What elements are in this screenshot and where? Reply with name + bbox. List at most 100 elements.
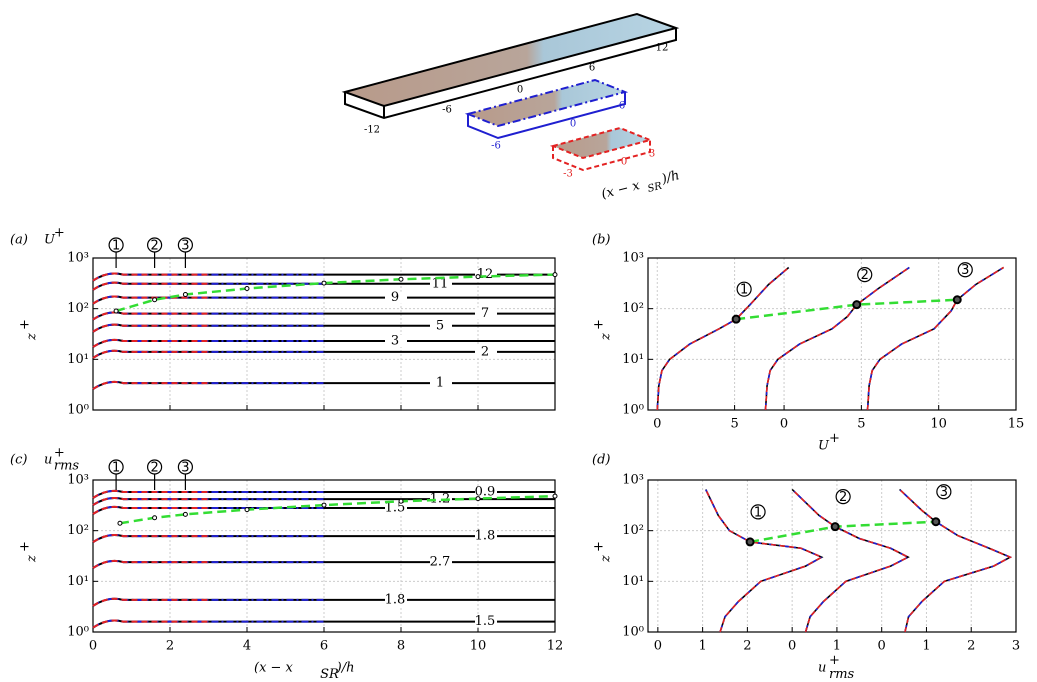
x-tick-label: 12: [547, 639, 564, 654]
profile-line: [792, 489, 908, 632]
x-tick-label: 0: [89, 639, 97, 654]
y-tick-label: 10³: [67, 251, 89, 266]
marker-point: [476, 497, 480, 501]
marker-point: [114, 309, 118, 313]
y-tick-label: 10²: [622, 523, 644, 538]
domain-tick: -12: [364, 125, 380, 136]
station-label: 3: [961, 263, 969, 278]
marker-point: [853, 301, 860, 308]
math-base: z: [599, 555, 614, 563]
math-sup: +: [829, 653, 840, 668]
profile-line: [792, 489, 908, 632]
math-sup: +: [592, 319, 607, 330]
x-tick-label: 10: [930, 417, 947, 432]
plot-frame: [648, 258, 1016, 410]
y-tick-label: 10⁰: [622, 403, 644, 418]
math-sup: +: [18, 541, 33, 552]
x-tick-label: 2: [166, 639, 174, 654]
station-label: 2: [150, 239, 158, 254]
contour-label: 3: [391, 334, 399, 349]
math-sub: rms: [54, 458, 80, 473]
profile-line: [868, 267, 1004, 410]
station-label: 1: [112, 461, 120, 476]
marker-point: [322, 503, 326, 507]
contour-label: 1.8: [385, 592, 406, 607]
contour-label: 7: [481, 306, 489, 321]
panel-label: (a): [10, 233, 28, 248]
y-tick-label: 10³: [67, 473, 89, 488]
x-tick-label: 2: [743, 639, 751, 654]
contour-label: 1.5: [475, 614, 496, 629]
station-label: 3: [181, 461, 189, 476]
y-tick-label: 10³: [622, 473, 644, 488]
math-base: z: [25, 333, 40, 341]
x-tick-label: 0: [653, 417, 661, 432]
panel: 10⁰10¹10²10³1211975321: [67, 251, 557, 418]
marker-point: [322, 281, 326, 285]
profile-line: [868, 267, 1004, 410]
y-axis-label: z+: [18, 541, 40, 563]
profile-line: [792, 489, 908, 632]
domain-tick: 6: [619, 101, 625, 112]
profile-line: [657, 267, 788, 410]
axis-label-tail: )/h: [659, 168, 681, 187]
x-tick-label: 2: [967, 639, 975, 654]
marker-point: [932, 518, 939, 525]
domain-tick: -6: [442, 105, 452, 116]
marker-point: [553, 273, 557, 277]
marker-point: [476, 275, 480, 279]
math-sup: +: [18, 319, 33, 330]
contour-label: 1.8: [475, 529, 496, 544]
station-label: 1: [112, 239, 120, 254]
contour-label: 2: [481, 344, 489, 359]
profile-line: [900, 489, 1011, 632]
profile-line: [766, 267, 910, 410]
domain-tick: 6: [589, 63, 595, 74]
domain-tick: -6: [491, 141, 501, 152]
station-label: 3: [181, 239, 189, 254]
x-tick-label: 10: [470, 639, 487, 654]
marker-point: [153, 516, 157, 520]
marker-point: [153, 298, 157, 302]
math-base: u: [44, 453, 52, 468]
x-tick-label: 1: [698, 639, 706, 654]
math-sup: +: [592, 541, 607, 552]
profile-line: [766, 267, 910, 410]
x-tick-label: 6: [320, 639, 328, 654]
y-tick-label: 10¹: [67, 574, 89, 589]
plot-frame: [648, 480, 1016, 632]
y-tick-label: 10¹: [67, 352, 89, 367]
profile-line: [657, 267, 788, 410]
x-tick-label: 5: [730, 417, 738, 432]
axis-label-sub: SR: [647, 181, 664, 195]
station-label: 1: [754, 505, 762, 520]
marker-line: [750, 522, 936, 542]
profile-line: [900, 489, 1011, 632]
x-tick-label: 1: [833, 639, 841, 654]
marker-point: [733, 316, 740, 323]
marker-point: [245, 508, 249, 512]
station-label: 2: [150, 461, 158, 476]
x-tick-label: 0: [878, 639, 886, 654]
y-tick-label: 10⁰: [622, 625, 644, 640]
y-axis-label: z+: [592, 541, 614, 563]
y-tick-label: 10²: [67, 301, 89, 316]
contour-label: 5: [436, 318, 444, 333]
figure: -12 -6 0 6 12 -6 0 6 -3 0 3 (x − x SR )/…: [0, 0, 1037, 682]
math-base: (x − x: [254, 661, 294, 676]
profile-line: [766, 267, 910, 410]
math-base: z: [25, 555, 40, 563]
y-tick-label: 10³: [622, 251, 644, 266]
marker-point: [399, 499, 403, 503]
math-tail: )/h: [336, 661, 355, 676]
y-tick-label: 10⁰: [67, 625, 89, 640]
red-domain: [553, 128, 650, 158]
schematic-axis-label: (x − x SR )/h: [600, 168, 682, 206]
contour-label: 2.7: [430, 555, 451, 570]
x-tick-label: 0: [780, 417, 788, 432]
x-tick-label: 0: [788, 639, 796, 654]
math-base: u: [818, 661, 826, 676]
station-label: 3: [940, 485, 948, 500]
domain-tick: 3: [649, 149, 655, 160]
